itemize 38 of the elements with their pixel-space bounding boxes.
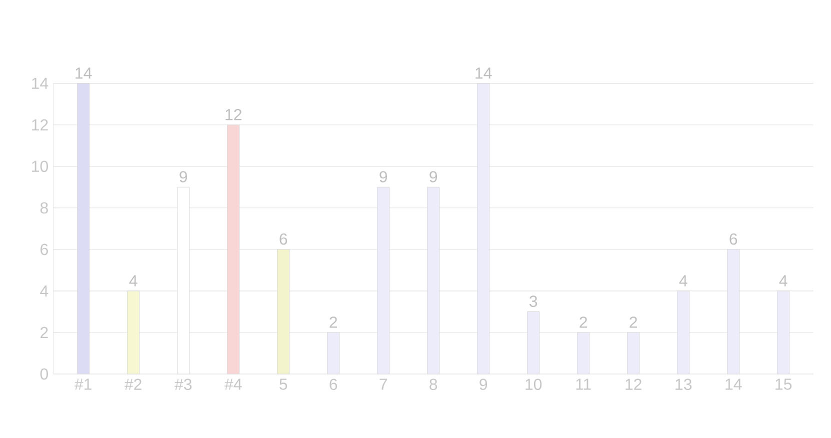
y-tick-label: 14 <box>32 78 48 89</box>
y-tick-label: 10 <box>32 160 48 172</box>
x-tick-label: 8 <box>430 378 438 390</box>
y-tick-label: 8 <box>40 202 48 214</box>
x-tick-label: #3 <box>174 378 192 390</box>
data-label: 14 <box>76 68 92 79</box>
y-tick-label: 0 <box>40 368 48 380</box>
x-tick-label: 10 <box>526 378 542 390</box>
data-label: 2 <box>630 316 637 328</box>
y-tick-label: 12 <box>32 119 48 130</box>
x-tick-label: 6 <box>330 378 338 390</box>
data-label: 6 <box>730 233 738 245</box>
y-tick-label: 6 <box>40 244 48 256</box>
x-tick-label: #1 <box>74 378 92 390</box>
x-tick-label: 9 <box>480 378 488 390</box>
x-tick-label: 13 <box>676 378 692 390</box>
y-tick-label: 4 <box>40 285 48 296</box>
x-tick-label: #4 <box>224 378 242 390</box>
data-label: 9 <box>430 171 438 182</box>
x-tick-label: 5 <box>280 378 288 390</box>
x-tick-label: 7 <box>380 378 387 390</box>
data-label: 6 <box>280 233 288 245</box>
data-label: 3 <box>529 296 538 307</box>
data-label: 9 <box>180 171 188 182</box>
data-label: 4 <box>129 275 138 286</box>
data-label: 2 <box>580 316 587 328</box>
x-tick-label: 14 <box>726 378 742 390</box>
data-label: 14 <box>476 68 492 79</box>
data-label: 4 <box>679 275 688 286</box>
x-tick-label: 11 <box>576 378 591 390</box>
y-tick-label: 2 <box>40 326 48 338</box>
x-tick-label: 12 <box>626 378 642 390</box>
data-label: 12 <box>226 108 242 120</box>
data-label: 4 <box>779 275 788 286</box>
data-label: 2 <box>330 316 337 328</box>
data-label: 9 <box>380 171 388 182</box>
x-tick-label: 15 <box>776 378 792 390</box>
x-tick-label: #2 <box>124 378 142 390</box>
